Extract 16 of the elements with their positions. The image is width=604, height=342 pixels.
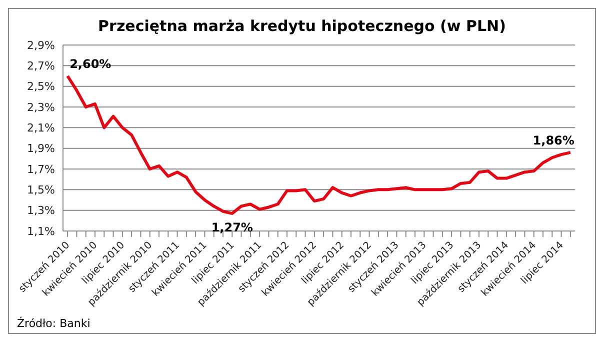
y-tick-label: 2,1% xyxy=(27,122,55,135)
text: Źródło: Banki xyxy=(17,317,90,330)
data-label: 1,27% xyxy=(211,220,253,234)
y-tick-label: 1,3% xyxy=(27,204,55,218)
y-tick-label: 2,7% xyxy=(27,60,55,73)
data-label: 2,60% xyxy=(70,57,112,71)
chart-title: Przeciętna marża kredytu hipotecznego (w PLN) xyxy=(97,17,507,35)
y-tick-label: 1,1% xyxy=(27,224,55,238)
y-tick-label: 2,5% xyxy=(27,80,55,94)
y-tick-label: 1,5% xyxy=(27,184,55,197)
y-tick-label: 1,7% xyxy=(27,162,55,176)
data-label: 1,86% xyxy=(532,133,574,148)
line-series xyxy=(66,74,572,215)
y-tick-label: 2,9% xyxy=(27,38,55,52)
y-tick-label: 1,9% xyxy=(27,142,55,156)
y-tick-label: 2,3% xyxy=(27,100,55,114)
